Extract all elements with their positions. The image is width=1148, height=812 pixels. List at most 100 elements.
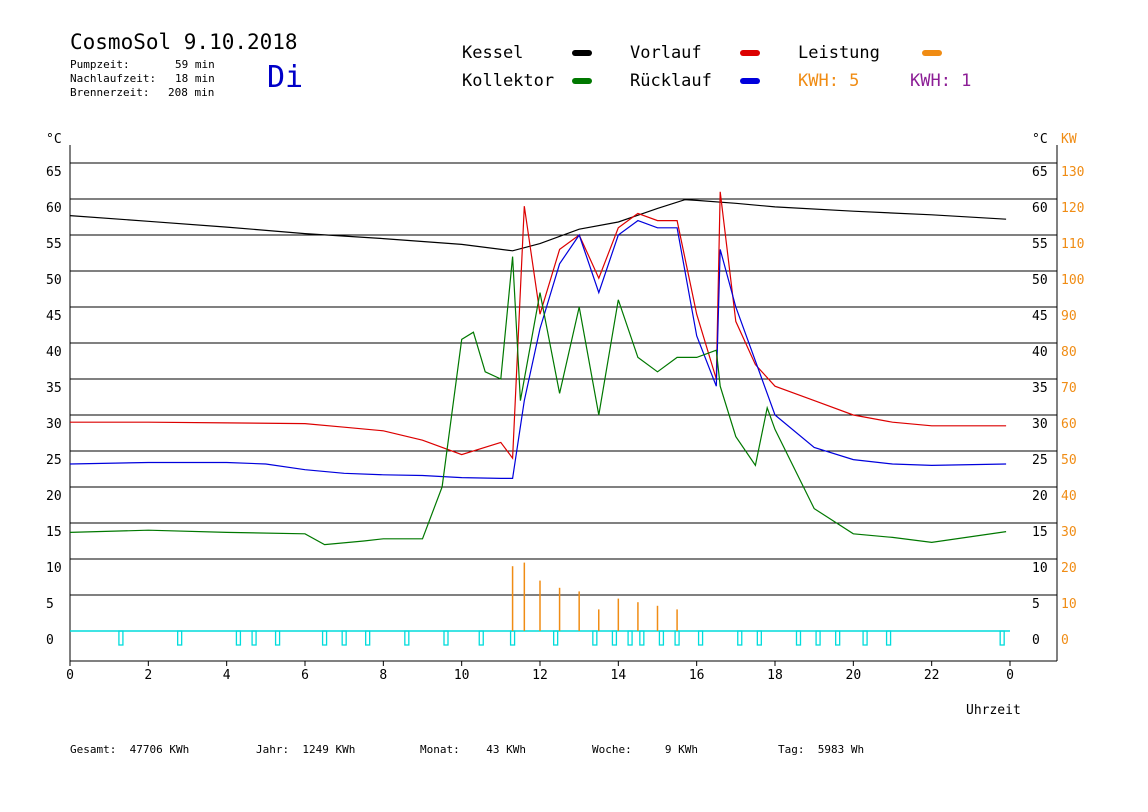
series-line-kollektor — [69, 256, 1007, 546]
footer-monat: Monat: 43 KWh — [420, 743, 526, 756]
y-tick-right-10: 10 — [1032, 561, 1048, 576]
legend-kwh-second: KWH: 1 — [910, 71, 972, 91]
pump-marker — [404, 630, 410, 646]
pump-marker — [611, 630, 618, 646]
kw-tick-50: 50 — [1061, 453, 1077, 468]
legend-ruecklauf: Rücklauf — [630, 71, 712, 91]
brenner-time-label: Brennerzeit: — [70, 86, 150, 99]
x-tick-label: 12 — [532, 668, 548, 683]
brenner-time-value: 208 min — [168, 86, 215, 99]
pump-marker — [509, 630, 516, 646]
pump-marker — [737, 630, 743, 646]
legend-vorlauf: Vorlauf — [630, 43, 702, 63]
y-tick-right-30: 30 — [1032, 417, 1048, 432]
y-tick-left-0: 0 — [46, 633, 54, 648]
legend-kwh-total: KWH: 5 — [798, 71, 860, 91]
x-tick-label: 20 — [846, 668, 862, 683]
pump-marker — [443, 630, 449, 646]
kw-tick-30: 30 — [1061, 525, 1077, 540]
kw-tick-40: 40 — [1061, 489, 1077, 504]
y-tick-left-65: 65 — [46, 165, 62, 180]
y-tick-right-15: 15 — [1032, 525, 1048, 540]
pump-marker — [999, 630, 1005, 646]
series-line-kessel — [69, 199, 1007, 252]
x-tick-label: 0 — [66, 668, 74, 683]
x-tick-label: 10 — [454, 668, 470, 683]
x-tick-label: 18 — [767, 668, 783, 683]
y-tick-left-40: 40 — [46, 345, 62, 360]
y-tick-right-45: 45 — [1032, 309, 1048, 324]
y-tick-left-10: 10 — [46, 561, 62, 576]
pump-marker — [795, 630, 802, 646]
pump-time-value: 59 min — [175, 58, 215, 71]
pump-marker — [756, 630, 762, 646]
pump-time-label: Pumpzeit: — [70, 58, 130, 71]
y-tick-right-55: 55 — [1032, 237, 1048, 252]
y-tick-left-35: 35 — [46, 381, 62, 396]
pump-marker — [592, 630, 598, 646]
y-tick-right-40: 40 — [1032, 345, 1048, 360]
nachlauf-time-value: 18 min — [175, 72, 215, 85]
y-tick-left-20: 20 — [46, 489, 62, 504]
y-tick-right-25: 25 — [1032, 453, 1048, 468]
footer-jahr: Jahr: 1249 KWh — [256, 743, 356, 756]
x-tick-label: 6 — [301, 668, 309, 683]
kw-tick-10: 10 — [1061, 597, 1077, 612]
y-tick-right-35: 35 — [1032, 381, 1048, 396]
footer-tag: Tag: 5983 Wh — [778, 743, 865, 756]
pump-marker — [674, 630, 680, 646]
y-tick-left-5: 5 — [46, 597, 54, 612]
pump-marker — [177, 630, 183, 646]
kw-tick-70: 70 — [1061, 381, 1077, 396]
pump-marker — [118, 630, 124, 646]
kw-tick-0: 0 — [1061, 633, 1069, 648]
y-axis-unit-left: °C — [46, 132, 62, 147]
pump-marker — [341, 630, 347, 646]
x-tick-label: 4 — [223, 668, 231, 683]
kw-axis-unit: KW — [1061, 132, 1077, 147]
pump-marker — [835, 630, 841, 646]
legend-kessel-swatch — [572, 50, 592, 56]
pump-marker — [639, 630, 645, 646]
pump-marker — [697, 630, 704, 646]
pump-marker — [627, 630, 633, 646]
legend-leistung: Leistung — [798, 43, 880, 63]
pump-marker — [274, 630, 281, 646]
kw-tick-130: 130 — [1061, 165, 1084, 180]
y-tick-right-65: 65 — [1032, 165, 1048, 180]
pump-marker — [321, 630, 328, 646]
pump-marker — [885, 630, 892, 646]
y-tick-left-15: 15 — [46, 525, 62, 540]
kw-tick-110: 110 — [1061, 237, 1084, 252]
x-tick-label: 14 — [611, 668, 627, 683]
series-line-vorlauf — [70, 191, 1007, 460]
kw-tick-20: 20 — [1061, 561, 1077, 576]
x-tick-label: 2 — [144, 668, 152, 683]
y-tick-right-20: 20 — [1032, 489, 1048, 504]
legend-kollektor-swatch — [572, 78, 592, 84]
footer-gesamt: Gesamt: 47706 KWh — [70, 743, 190, 756]
y-tick-left-55: 55 — [46, 237, 62, 252]
legend-ruecklauf-swatch — [740, 78, 760, 84]
legend-vorlauf-swatch — [740, 50, 760, 56]
y-axis-unit-right: °C — [1032, 132, 1048, 147]
x-tick-label: 16 — [689, 668, 705, 683]
pump-marker — [478, 630, 484, 646]
pump-marker — [553, 630, 559, 646]
legend-leistung-swatch — [922, 50, 942, 56]
y-tick-left-25: 25 — [46, 453, 62, 468]
y-tick-left-30: 30 — [46, 417, 62, 432]
kw-tick-90: 90 — [1061, 309, 1077, 324]
series-line-rcklauf — [69, 219, 1007, 479]
legend-kessel: Kessel — [462, 43, 524, 63]
kw-tick-60: 60 — [1061, 417, 1077, 432]
y-tick-right-60: 60 — [1032, 201, 1048, 216]
x-tick-label: 8 — [379, 668, 387, 683]
pump-marker — [862, 630, 868, 646]
pump-marker — [235, 630, 242, 646]
y-tick-left-60: 60 — [46, 201, 62, 216]
y-tick-left-45: 45 — [46, 309, 62, 324]
pump-marker — [658, 630, 665, 646]
kw-tick-100: 100 — [1061, 273, 1084, 288]
